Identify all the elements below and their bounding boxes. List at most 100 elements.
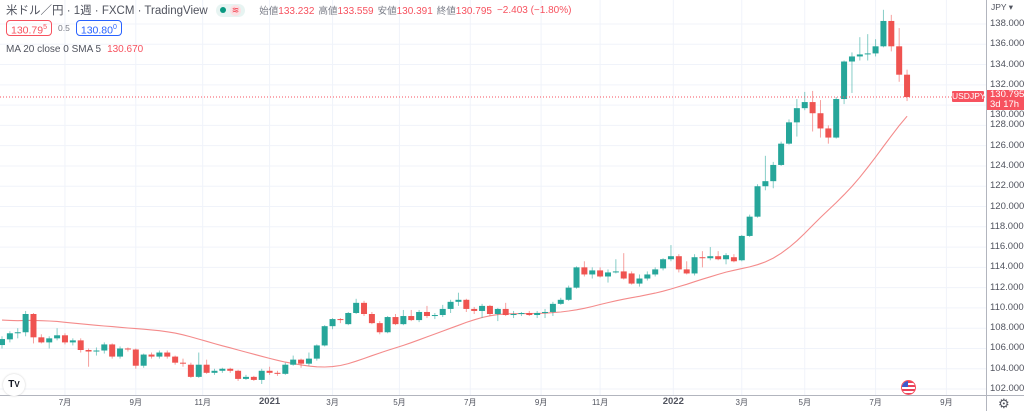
candle-up [0, 336, 5, 349]
candle-up [479, 303, 486, 319]
candle-body [148, 354, 155, 357]
candle-body [195, 364, 202, 377]
candle-body [30, 314, 37, 338]
market-status-pill[interactable]: ≋ [215, 3, 246, 17]
settings-gear-icon[interactable]: ⚙ [998, 396, 1010, 411]
candle-body [872, 46, 879, 54]
candle-body [471, 308, 478, 311]
indicator-label: MA 20 close 0 SMA 5 [6, 43, 102, 55]
candle-up [612, 259, 619, 274]
candle-up [305, 352, 312, 366]
candle-body [46, 338, 53, 343]
candle-body [14, 332, 21, 334]
candle-body [203, 364, 210, 373]
candle-down [203, 359, 210, 374]
candle-down [486, 304, 493, 317]
bid-price: 130.79 [11, 24, 44, 37]
candle-down [266, 366, 273, 375]
candle-down [581, 261, 588, 277]
price-tick-label: 124.000 [990, 159, 1024, 171]
candle-down [77, 338, 84, 353]
candle-body [305, 358, 312, 364]
ask-price: 130.80 [80, 24, 113, 37]
time-tick-label: 7月 [58, 398, 72, 407]
candle-down [164, 350, 171, 359]
candle-body [604, 272, 611, 277]
candle-up [117, 346, 124, 359]
us-flag-event-icon[interactable] [901, 380, 916, 395]
tradingview-logo[interactable]: TV [3, 374, 25, 396]
buy-button[interactable]: 130.800 [75, 20, 122, 37]
bar-countdown: 3d 17h [990, 99, 1020, 110]
last-price-tag: 130.795 3d 17h [987, 90, 1024, 110]
candle-up [455, 292, 462, 306]
candle-down [227, 367, 234, 373]
candle-up [864, 34, 871, 61]
time-tick-label: 9月 [129, 398, 143, 407]
ohlc-label: 終値 [436, 6, 456, 17]
symbol-title[interactable]: 米ドル／円 · 1週 · FXCM · TradingView [6, 5, 208, 17]
candle-up [14, 328, 21, 339]
candle-body [164, 352, 171, 357]
candle-up [770, 161, 777, 189]
candle-body [69, 340, 76, 343]
candle-down [699, 251, 706, 268]
price-tick-label: 122.000 [990, 180, 1024, 192]
candle-up [841, 60, 848, 105]
candle-body [93, 350, 100, 352]
candle-body [6, 333, 13, 340]
candle-up [565, 285, 572, 301]
candle-body [557, 299, 564, 304]
candle-body [644, 274, 651, 279]
candle-body [353, 302, 360, 313]
candle-up [691, 254, 698, 276]
candle-body [786, 122, 792, 144]
candle-body [431, 315, 438, 317]
candle-body [266, 370, 273, 373]
candle-down [628, 271, 635, 285]
candle-body [754, 186, 761, 217]
currency-selector[interactable]: JPY ▾ [991, 2, 1014, 12]
ohlc-values: 始値133.232 高値133.559 安値130.391 終値130.795 [255, 3, 492, 17]
candle-body [345, 312, 352, 325]
candle-up [534, 310, 541, 319]
candle-down [809, 90, 816, 132]
ohlc-value: 130.391 [396, 6, 433, 17]
time-tick-label: 9月 [534, 398, 548, 407]
candle-up [69, 338, 76, 346]
candle-down [61, 333, 68, 345]
candle-body [423, 311, 430, 317]
candle-down [888, 14, 895, 52]
candle-up [542, 308, 549, 319]
candle-up [754, 184, 761, 218]
price-change: −2.403 (−1.80%) [496, 4, 572, 16]
time-tick-label: 11月 [591, 398, 609, 407]
candle-body [620, 271, 627, 279]
candle-body [250, 376, 257, 380]
candle-body [526, 312, 533, 316]
candle-up [258, 368, 265, 384]
candle-down [502, 302, 509, 317]
price-tick-label: 138.000 [990, 18, 1024, 29]
candle-up [195, 352, 202, 378]
candle-body [408, 316, 415, 321]
candle-body [683, 269, 690, 274]
indicator-row[interactable]: MA 20 close 0 SMA 5 130.670 [6, 41, 571, 57]
price-tick-label: 118.000 [990, 220, 1024, 232]
moving-average-line [1, 115, 908, 368]
candle-body [298, 359, 305, 364]
candle-down [361, 300, 368, 317]
sell-button[interactable]: 130.795 [6, 20, 53, 37]
candle-body [573, 267, 580, 288]
candle-down [180, 358, 187, 367]
candle-body [793, 108, 800, 123]
candle-body [321, 326, 328, 346]
price-tick-label: 116.000 [990, 241, 1024, 253]
candle-body [235, 370, 242, 379]
candle-body [667, 256, 674, 260]
candle-up [431, 312, 438, 320]
candle-down [715, 251, 722, 261]
candle-up [667, 245, 674, 262]
candle-up [848, 52, 855, 93]
